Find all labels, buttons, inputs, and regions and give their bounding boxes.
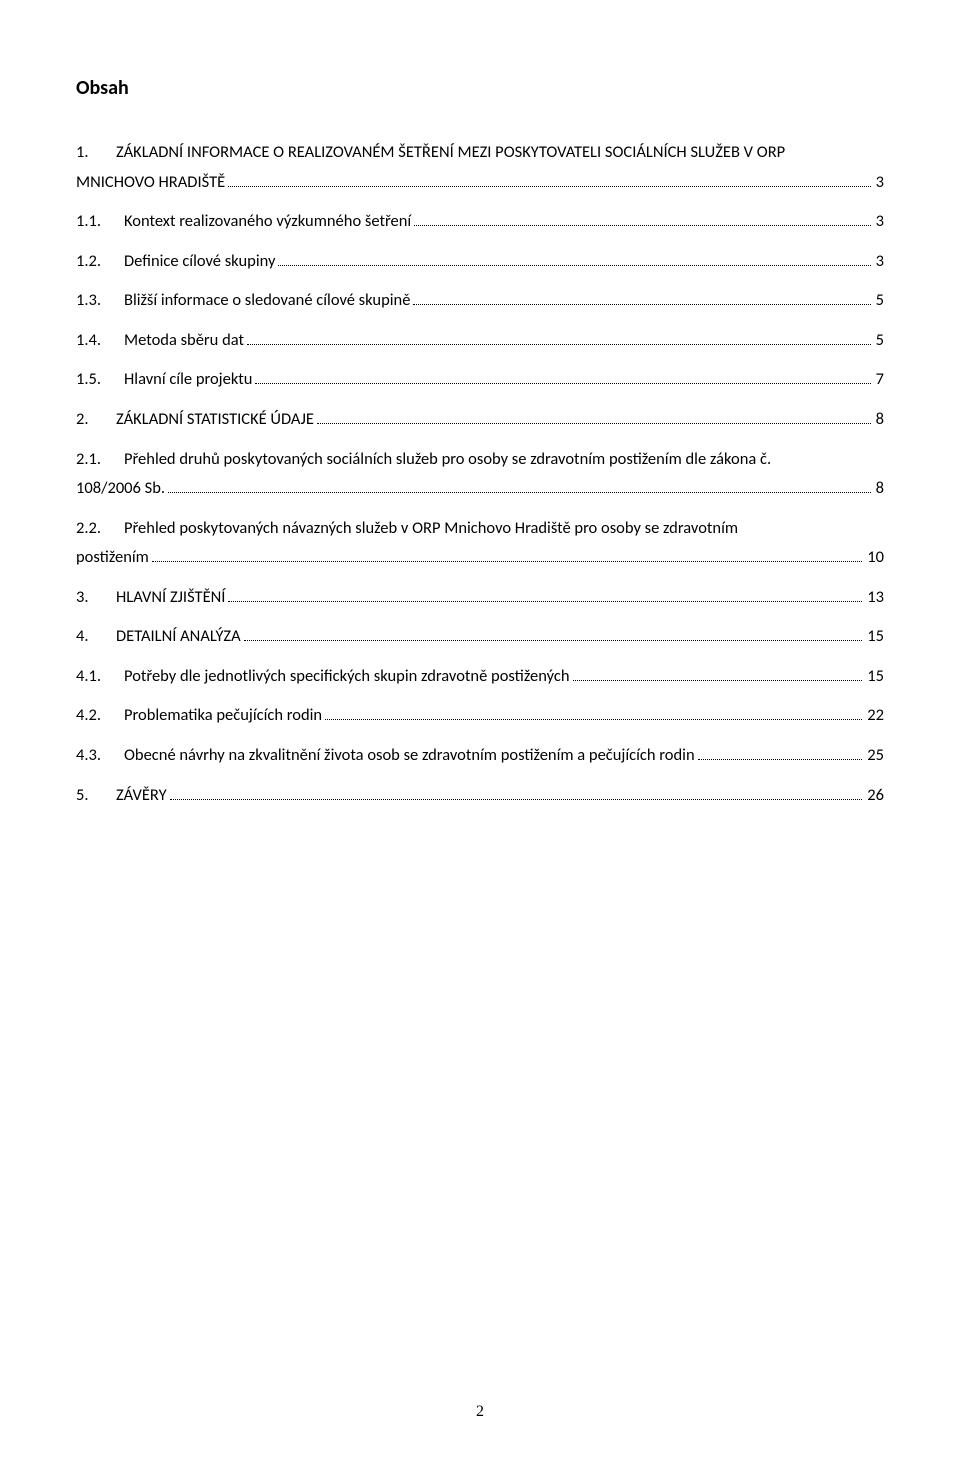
toc-entry-text-continuation: MNICHOVO HRADIŠTĚ	[76, 170, 225, 196]
toc-entry: 4.1.Potřeby dle jednotlivých specifickýc…	[76, 664, 884, 690]
toc-leader	[317, 408, 871, 424]
toc-entry-text: DETAILNÍ ANALÝZA	[116, 624, 241, 650]
toc-entry-text: Problematika pečujících rodin	[124, 703, 322, 729]
toc-entry-number: 4.1.	[76, 664, 124, 690]
toc-entry-number: 1.2.	[76, 249, 124, 275]
toc-entry-page: 3	[874, 170, 884, 196]
toc-entry-text: Přehled druhů poskytovaných sociálních s…	[124, 447, 771, 473]
toc-entry-page: 3	[874, 209, 884, 235]
toc-entry-text: Bližší informace o sledované cílové skup…	[124, 288, 410, 314]
toc-entry-text: Hlavní cíle projektu	[124, 367, 252, 393]
toc-entry-number: 1.4.	[76, 328, 124, 354]
toc-entry-number: 1.5.	[76, 367, 124, 393]
toc-entry-text: Definice cílové skupiny	[124, 249, 275, 275]
toc-entry-page: 26	[865, 783, 884, 809]
toc-entry-page: 15	[865, 624, 884, 650]
toc-entry: 5.ZÁVĚRY 26	[76, 783, 884, 809]
toc-entry: 4.2.Problematika pečujících rodin 22	[76, 703, 884, 729]
toc-entry-number: 1.	[76, 140, 116, 166]
toc-entry: 4.3.Obecné návrhy na zkvalitnění života …	[76, 743, 884, 769]
toc-leader	[170, 784, 863, 800]
toc-leader	[255, 369, 870, 385]
toc-entry-text: Metoda sběru dat	[124, 328, 244, 354]
toc-entry: 4.DETAILNÍ ANALÝZA 15	[76, 624, 884, 650]
toc-entry-number: 4.3.	[76, 743, 124, 769]
toc-entry-continuation: postižením 10	[76, 545, 884, 571]
toc-entry-text: ZÁKLADNÍ STATISTICKÉ ÚDAJE	[116, 407, 314, 433]
toc-entry-continuation: MNICHOVO HRADIŠTĚ 3	[76, 170, 884, 196]
toc-entry: 1.ZÁKLADNÍ INFORMACE O REALIZOVANÉM ŠETŘ…	[76, 140, 884, 166]
toc-entry: 2.2.Přehled poskytovaných návazných služ…	[76, 516, 884, 542]
toc-entry-number: 2.1.	[76, 447, 124, 473]
toc-entry-page: 10	[865, 545, 884, 571]
toc-leader	[168, 477, 871, 493]
toc-entry-text: HLAVNÍ ZJIŠTĚNÍ	[116, 585, 225, 611]
toc-entry: 2.1.Přehled druhů poskytovaných sociální…	[76, 447, 884, 473]
toc-entry-text: Obecné návrhy na zkvalitnění života osob…	[124, 743, 695, 769]
toc-entry-page: 3	[874, 249, 884, 275]
toc-entry-text: ZÁVĚRY	[116, 783, 167, 809]
toc-entry-text-continuation: postižením	[76, 545, 149, 571]
toc-entry-number: 1.1.	[76, 209, 124, 235]
toc-entry-number: 2.	[76, 407, 116, 433]
toc-leader	[278, 250, 870, 266]
toc-leader	[228, 586, 862, 602]
toc-entry-page: 8	[874, 407, 884, 433]
toc-entry: 1.2.Definice cílové skupiny 3	[76, 249, 884, 275]
toc-entry: 3.HLAVNÍ ZJIŠTĚNÍ 13	[76, 585, 884, 611]
toc-entry-text: ZÁKLADNÍ INFORMACE O REALIZOVANÉM ŠETŘEN…	[116, 140, 785, 166]
toc-entry-text: Přehled poskytovaných návazných služeb v…	[124, 516, 738, 542]
page-number: 2	[0, 1403, 960, 1421]
toc-entry-text: Kontext realizovaného výzkumného šetření	[124, 209, 411, 235]
page: Obsah 1.ZÁKLADNÍ INFORMACE O REALIZOVANÉ…	[0, 0, 960, 1469]
toc-leader	[414, 210, 870, 226]
document-title: Obsah	[76, 76, 884, 100]
toc-leader	[698, 744, 863, 760]
toc-entry: 1.4.Metoda sběru dat 5	[76, 328, 884, 354]
toc-leader	[228, 171, 870, 187]
toc-entry: 1.5.Hlavní cíle projektu 7	[76, 367, 884, 393]
toc-entry-number: 2.2.	[76, 516, 124, 542]
toc-entry-page: 5	[874, 288, 884, 314]
toc-leader	[244, 625, 863, 641]
toc-entry-page: 13	[865, 585, 884, 611]
toc-entry-text: Potřeby dle jednotlivých specifických sk…	[124, 664, 570, 690]
toc-entry-text-continuation: 108/2006 Sb.	[76, 476, 165, 502]
toc-entry-page: 15	[865, 664, 884, 690]
toc-leader	[247, 329, 871, 345]
toc-entry-number: 4.	[76, 624, 116, 650]
toc-entry: 1.3.Bližší informace o sledované cílové …	[76, 288, 884, 314]
toc-entry-page: 8	[874, 476, 884, 502]
toc-entry-number: 3.	[76, 585, 116, 611]
toc-entry-number: 1.3.	[76, 288, 124, 314]
toc-entry: 1.1.Kontext realizovaného výzkumného šet…	[76, 209, 884, 235]
toc-entry-page: 25	[865, 743, 884, 769]
toc-entry-page: 22	[865, 703, 884, 729]
toc-leader	[152, 546, 862, 562]
toc-leader	[573, 665, 863, 681]
toc-leader	[413, 289, 870, 305]
toc-entry-continuation: 108/2006 Sb. 8	[76, 476, 884, 502]
toc-entry-number: 5.	[76, 783, 116, 809]
table-of-contents: 1.ZÁKLADNÍ INFORMACE O REALIZOVANÉM ŠETŘ…	[76, 140, 884, 808]
toc-entry: 2.ZÁKLADNÍ STATISTICKÉ ÚDAJE 8	[76, 407, 884, 433]
toc-entry-number: 4.2.	[76, 703, 124, 729]
toc-leader	[325, 705, 862, 721]
toc-entry-page: 7	[874, 367, 884, 393]
toc-entry-page: 5	[874, 328, 884, 354]
